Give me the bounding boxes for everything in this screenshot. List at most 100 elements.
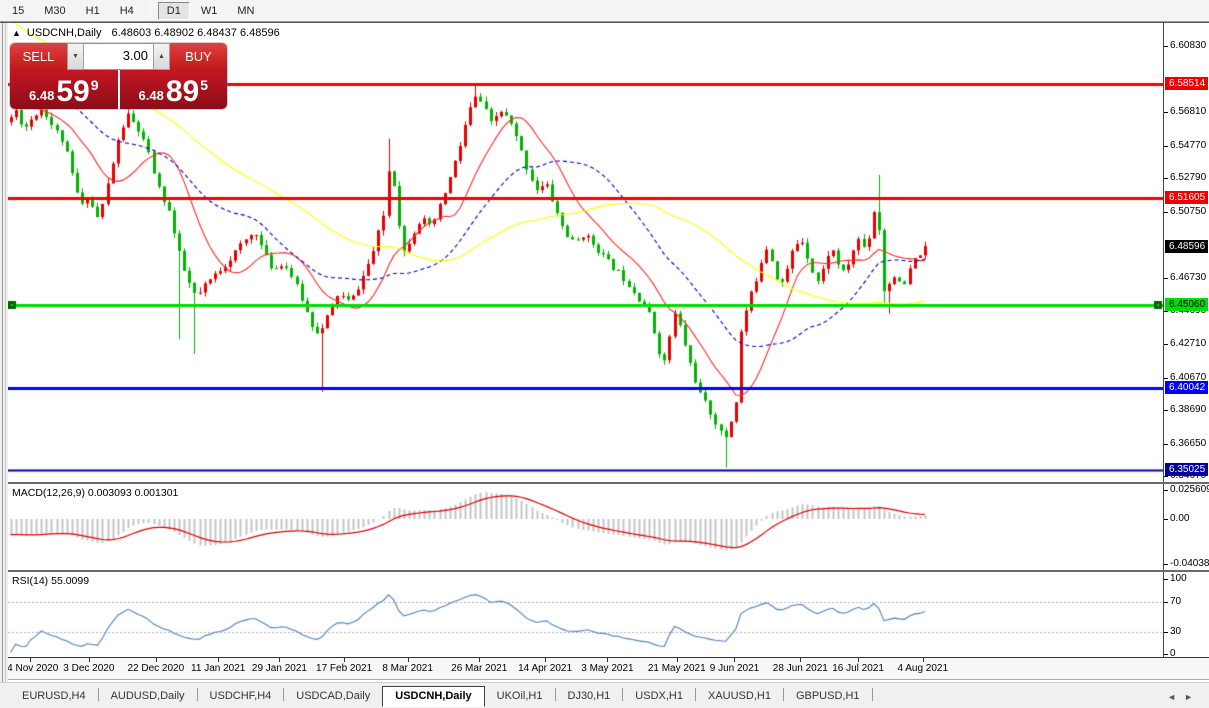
buy-price-pip: 5 [200,77,208,93]
buy-button[interactable]: BUY [170,43,227,70]
axis-tick-label: 6.56810 [1170,106,1207,117]
date-tick-mark [922,658,924,662]
tab-xauusd-h1[interactable]: XAUUSD,H1 [707,690,771,702]
tab-separator [871,688,873,701]
date-tick-label: 17 Feb 2021 [316,663,373,674]
axis-tick-mark [1164,490,1168,491]
date-tick-mark [155,658,157,662]
tab-separator [622,688,624,701]
timeframe-toolbar: 15 M30 H1 H4 D1 W1 MN [0,0,1209,22]
chart-symbol-period: USDCNH,Daily [26,27,102,39]
axis-tick-mark [1164,564,1168,565]
axis-tick-mark [1164,654,1168,655]
tab-scroll-left-icon[interactable]: ◄ [1167,692,1185,702]
date-tick-mark [676,658,678,662]
tab-usdchf-h4[interactable]: USDCHF,H4 [209,690,272,702]
timeframe-button-m15[interactable]: 15 [12,4,25,17]
rsi-axis: 100 70 30 0 [1163,572,1209,659]
price-level-badge: 6.40042 [1165,381,1208,394]
tab-gbpusd-h1[interactable]: GBPUSD,H1 [795,690,860,702]
axis-tick-mark [1164,178,1168,179]
macd-values: 0.003093 0.001301 [87,487,179,499]
tab-separator [694,688,696,701]
sell-price-prefix: 6.48 [29,88,55,103]
rsi-name: RSI(14) [12,575,49,587]
tab-eurusd-h4[interactable]: EURUSD,H4 [22,690,86,702]
tab-scroll-right-icon[interactable]: ► [1184,692,1201,702]
axis-tick-mark [1164,344,1168,345]
timeframe-button-h4[interactable]: H4 [119,4,134,17]
tab-separator [97,688,99,701]
price-axis[interactable]: 6.60830 6.56810 6.54770 6.52790 6.50750 6.467… [1163,23,1209,482]
volume-input[interactable]: 3.00 [84,43,153,70]
tab-dj30-h1[interactable]: DJ30,H1 [567,690,611,702]
date-tick-label: 14 Apr 2021 [518,663,573,674]
date-tick-label: 16 Jul 2021 [832,663,884,674]
date-tick-mark [734,658,736,662]
buy-price-prefix: 6.48 [138,88,164,103]
chart-workspace: ▲ USDCNH,Daily 6.48603 6.48902 6.48437 6.4… [0,22,1209,682]
time-axis[interactable]: 14 Nov 2020 3 Dec 2020 22 Dec 2020 11 Jan 2… [0,658,1209,680]
axis-tick-label: 6.46730 [1170,272,1207,283]
axis-tick-mark [1164,632,1168,633]
rsi-canvas[interactable] [8,572,1163,656]
axis-tick-label: 100 [1170,573,1187,584]
date-tick-label: 29 Jan 2021 [251,663,307,674]
buy-price-box[interactable]: 6.48 89 5 [119,70,227,109]
price-level-badge: 6.58514 [1165,77,1208,90]
axis-tick-label: 70 [1170,596,1182,607]
axis-tick-label: 6.52790 [1170,172,1207,183]
axis-tick-mark [1164,311,1168,312]
date-tick-mark [607,658,609,662]
date-tick-label: 14 Nov 2020 [1,663,59,674]
price-level-badge: 6.51605 [1165,191,1208,204]
macd-axis: 0.025609 0.00 -0.04038 [1163,484,1209,570]
timeframe-button-d1[interactable]: D1 [157,1,190,20]
date-tick-label: 21 May 2021 [647,663,706,674]
timeframe-button-w1[interactable]: W1 [200,4,218,17]
axis-tick-label: 30 [1170,626,1182,637]
axis-tick-mark [1164,378,1168,379]
sell-price-box[interactable]: 6.48 59 9 [10,70,118,109]
macd-label: MACD(12,26,9) 0.003093 0.001301 [12,487,178,499]
axis-tick-mark [1164,410,1168,411]
axis-tick-mark [1164,519,1168,520]
date-tick-mark [800,658,802,662]
tab-usdcnh-daily-active[interactable]: USDCNH,Daily [382,686,485,707]
date-tick-mark [858,658,860,662]
axis-tick-mark [1164,146,1168,147]
axis-tick-mark [1164,602,1168,603]
volume-decrease-button[interactable]: ▼ [67,43,84,70]
timeframe-button-mn[interactable]: MN [237,4,255,17]
tab-separator [782,688,784,701]
macd-canvas[interactable] [8,484,1163,570]
tab-scroll-arrows[interactable]: ◄► [1167,692,1201,702]
timeframe-button-h1[interactable]: H1 [85,4,100,17]
date-tick-label: 4 Aug 2021 [897,663,949,674]
axis-tick-label: 0 [1170,648,1176,659]
sell-button[interactable]: SELL [10,43,67,70]
axis-tick-label: 6.50750 [1170,206,1207,217]
axis-tick-mark [1164,476,1168,477]
axis-tick-label: 6.42710 [1170,338,1207,349]
volume-increase-button[interactable]: ▲ [153,43,170,70]
tab-audusd-daily[interactable]: AUDUSD,Daily [110,690,185,702]
date-tick-label: 28 Jun 2021 [772,663,828,674]
date-tick-label: 26 Mar 2021 [451,663,508,674]
axis-tick-label: 0.025609 [1170,484,1209,495]
macd-name: MACD(12,26,9) [12,487,85,499]
buy-price-main: 89 [165,75,200,108]
tab-usdcad-daily[interactable]: USDCAD,Daily [296,690,371,702]
tab-separator [283,688,285,701]
date-tick-mark [29,658,31,662]
rsi-label: RSI(14) 55.0099 [12,575,89,587]
date-tick-mark [279,658,281,662]
date-tick-mark [218,658,220,662]
axis-tick-label: 6.40670 [1170,372,1207,383]
tab-ukoil-h1[interactable]: UKOil,H1 [496,690,543,702]
tab-usdx-h1[interactable]: USDX,H1 [635,690,683,702]
chart-ohlc-values: 6.48603 6.48902 6.48437 6.48596 [111,27,280,39]
axis-tick-mark [1164,112,1168,113]
axis-tick-mark [1164,444,1168,445]
timeframe-button-m30[interactable]: M30 [44,4,66,17]
